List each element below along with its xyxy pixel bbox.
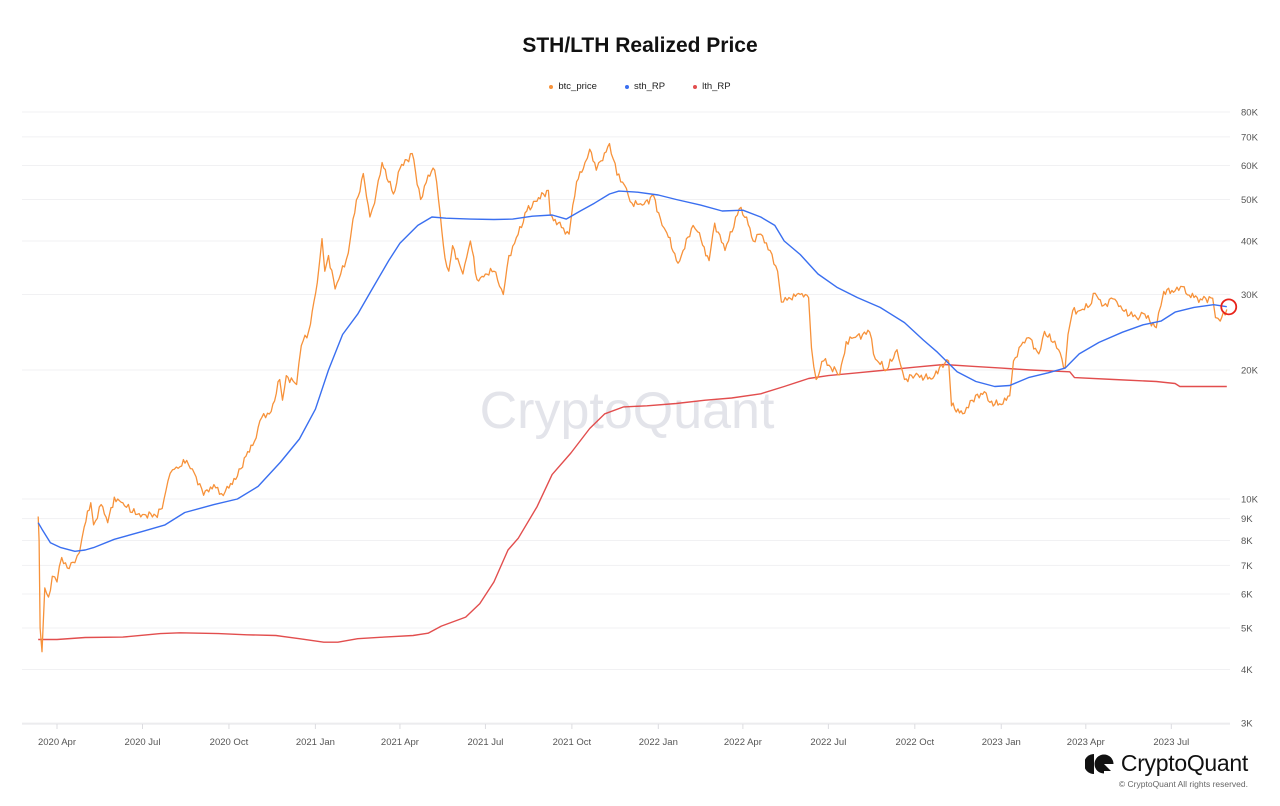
copyright-text: © CryptoQuant All rights reserved.: [1118, 779, 1248, 789]
x-tick-label: 2023 Jan: [982, 737, 1021, 748]
y-tick-label: 10K: [1241, 494, 1259, 505]
y-tick-label: 9K: [1241, 514, 1253, 525]
x-axis: 2020 Apr 2020 Jul 2020 Oct 2021 Jan 2021 Apr…: [22, 723, 1230, 748]
annotations: [1220, 298, 1238, 316]
y-tick-label: 40K: [1241, 236, 1259, 247]
x-tick-label: 2020 Oct: [210, 737, 249, 748]
y-tick-label: 70K: [1241, 132, 1259, 143]
y-tick-label: 50K: [1241, 195, 1259, 206]
y-axis: 80K 70K 60K 50K 40K 30K 20K 10K 9K 8K 7K 6K 5K 4K 3K: [1241, 108, 1259, 730]
legend-dot-icon: [549, 84, 554, 89]
x-tick-label: 2021 Jan: [296, 737, 335, 748]
x-tick-label: 2023 Jul: [1153, 737, 1189, 748]
chart-legend: btc_price sth_RP lth_RP: [0, 81, 1280, 92]
y-tick-label: 80K: [1241, 108, 1259, 119]
series-line-sth-rp: [37, 190, 1227, 552]
legend-dot-icon: [693, 84, 698, 89]
series-line-btc-price: [37, 142, 1228, 653]
y-tick-label: 60K: [1241, 161, 1259, 172]
x-tick-label: 2022 Apr: [724, 737, 762, 748]
legend-dot-icon: [624, 84, 629, 89]
legend-label: lth_RP: [702, 81, 731, 92]
watermark: CryptoQuant: [480, 382, 775, 440]
x-tick-label: 2021 Apr: [381, 737, 419, 748]
y-tick-label: 30K: [1241, 290, 1259, 301]
chart-title: STH/LTH Realized Price: [522, 34, 758, 57]
series-line-lth-rp: [38, 363, 1227, 643]
x-tick-label: 2022 Oct: [896, 737, 935, 748]
y-tick-label: 8K: [1241, 536, 1253, 547]
legend-label: sth_RP: [633, 81, 666, 92]
y-tick-label: 5K: [1241, 623, 1253, 634]
x-tick-label: 2020 Apr: [38, 737, 76, 748]
gridlines: [22, 111, 1230, 724]
y-tick-label: 20K: [1241, 365, 1259, 376]
x-tick-label: 2022 Jan: [639, 737, 678, 748]
y-tick-label: 4K: [1241, 665, 1253, 676]
y-tick-label: 3K: [1241, 719, 1253, 730]
legend-item-lth-rp[interactable]: lth_RP: [693, 81, 731, 92]
cryptoquant-logo-icon: [1084, 753, 1114, 774]
legend-item-sth-rp[interactable]: sth_RP: [624, 81, 666, 92]
series-group: [37, 142, 1228, 653]
x-tick-label: 2020 Jul: [125, 737, 161, 748]
x-tick-label: 2021 Oct: [553, 737, 592, 748]
legend-label: btc_price: [558, 81, 597, 92]
legend-item-btc-price[interactable]: btc_price: [549, 81, 597, 92]
y-tick-label: 7K: [1241, 561, 1253, 572]
x-tick-label: 2022 Jul: [810, 737, 846, 748]
y-tick-label: 6K: [1241, 590, 1253, 601]
x-tick-label: 2021 Jul: [467, 737, 503, 748]
highlight-circle-annotation: [1220, 298, 1238, 316]
x-tick-label: 2023 Apr: [1067, 737, 1105, 748]
brand-name: CryptoQuant: [1120, 750, 1248, 776]
brand-logo: CryptoQuant: [1084, 750, 1248, 777]
